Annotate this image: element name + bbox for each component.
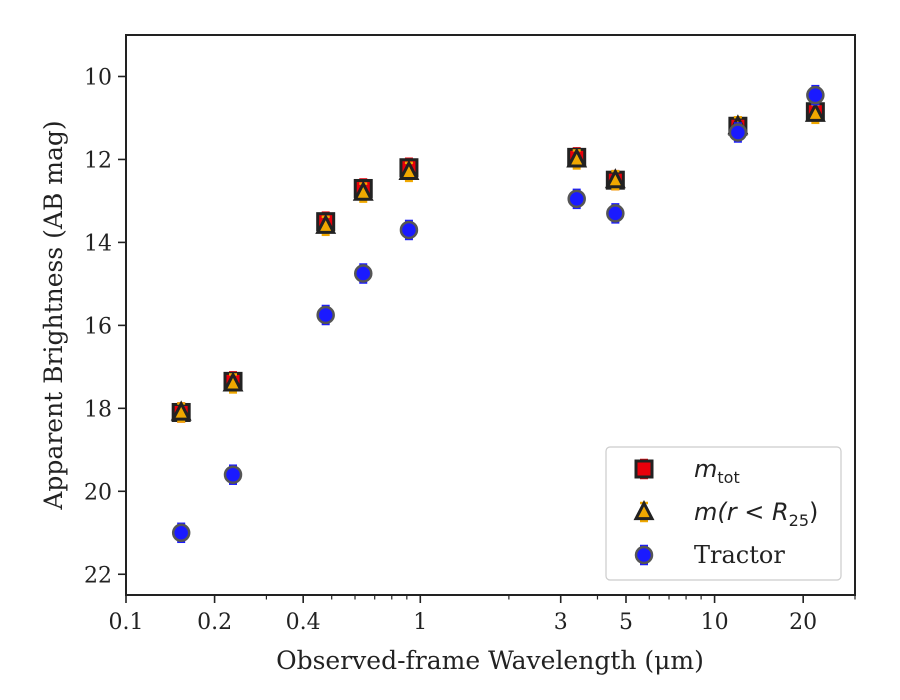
series-1-point-6 <box>604 168 626 191</box>
legend-label-1: m(r < R25) <box>694 498 818 530</box>
series-1-point-4 <box>398 159 420 183</box>
series-1-point-2 <box>315 213 337 237</box>
x-tick-label: 10 <box>701 610 729 635</box>
plot-frame <box>125 34 856 596</box>
y-axis-label: Apparent Brightness (AB mag) <box>39 120 68 510</box>
legend-label-2: Tractor <box>694 541 785 569</box>
series-2-point-5 <box>567 188 586 210</box>
series-1-point-1 <box>222 371 244 394</box>
series-2-point-2 <box>316 304 335 326</box>
x-tick-label: 5 <box>619 610 633 635</box>
x-axis-label: Observed-frame Wavelength (μm) <box>276 646 704 675</box>
y-tick-label: 12 <box>84 148 112 173</box>
y-tick-label: 14 <box>84 231 112 256</box>
y-tick-label: 20 <box>84 480 112 505</box>
series-2-point-1 <box>223 464 243 485</box>
series-2-point-8 <box>806 84 825 106</box>
legend-label-0: mtot <box>694 455 740 487</box>
x-tick-label: 0.4 <box>286 610 321 635</box>
series-1-point-0 <box>170 400 192 423</box>
axis-ticks: 0.1 0.2 0.4 1 3 5 10 20 10 12 14 16 18 20 22 <box>84 65 856 635</box>
y-tick-label: 16 <box>84 314 112 339</box>
y-tick-label: 18 <box>84 397 112 422</box>
legend-marker-0 <box>634 458 654 480</box>
plot-area <box>170 84 826 544</box>
legend: mtot m(r < R25) Tractor <box>605 446 842 581</box>
legend-marker-2 <box>634 544 654 566</box>
x-tick-label: 3 <box>554 610 568 635</box>
series-2-point-4 <box>399 219 419 241</box>
x-tick-label: 0.2 <box>197 610 232 635</box>
legend-marker-1 <box>633 499 655 523</box>
series-1-point-5 <box>566 147 588 170</box>
series-1-point-3 <box>352 180 374 203</box>
x-tick-label: 1 <box>413 610 427 635</box>
series-2-point-7 <box>728 122 748 143</box>
series-2-point-3 <box>354 263 373 284</box>
y-tick-label: 22 <box>84 563 112 588</box>
series-2-point-6 <box>606 203 625 224</box>
series-2-point-0 <box>171 522 191 544</box>
x-tick-label: 0.1 <box>109 610 144 635</box>
y-tick-label: 10 <box>84 65 112 90</box>
x-tick-label: 20 <box>789 610 817 635</box>
legend-box <box>605 446 842 581</box>
